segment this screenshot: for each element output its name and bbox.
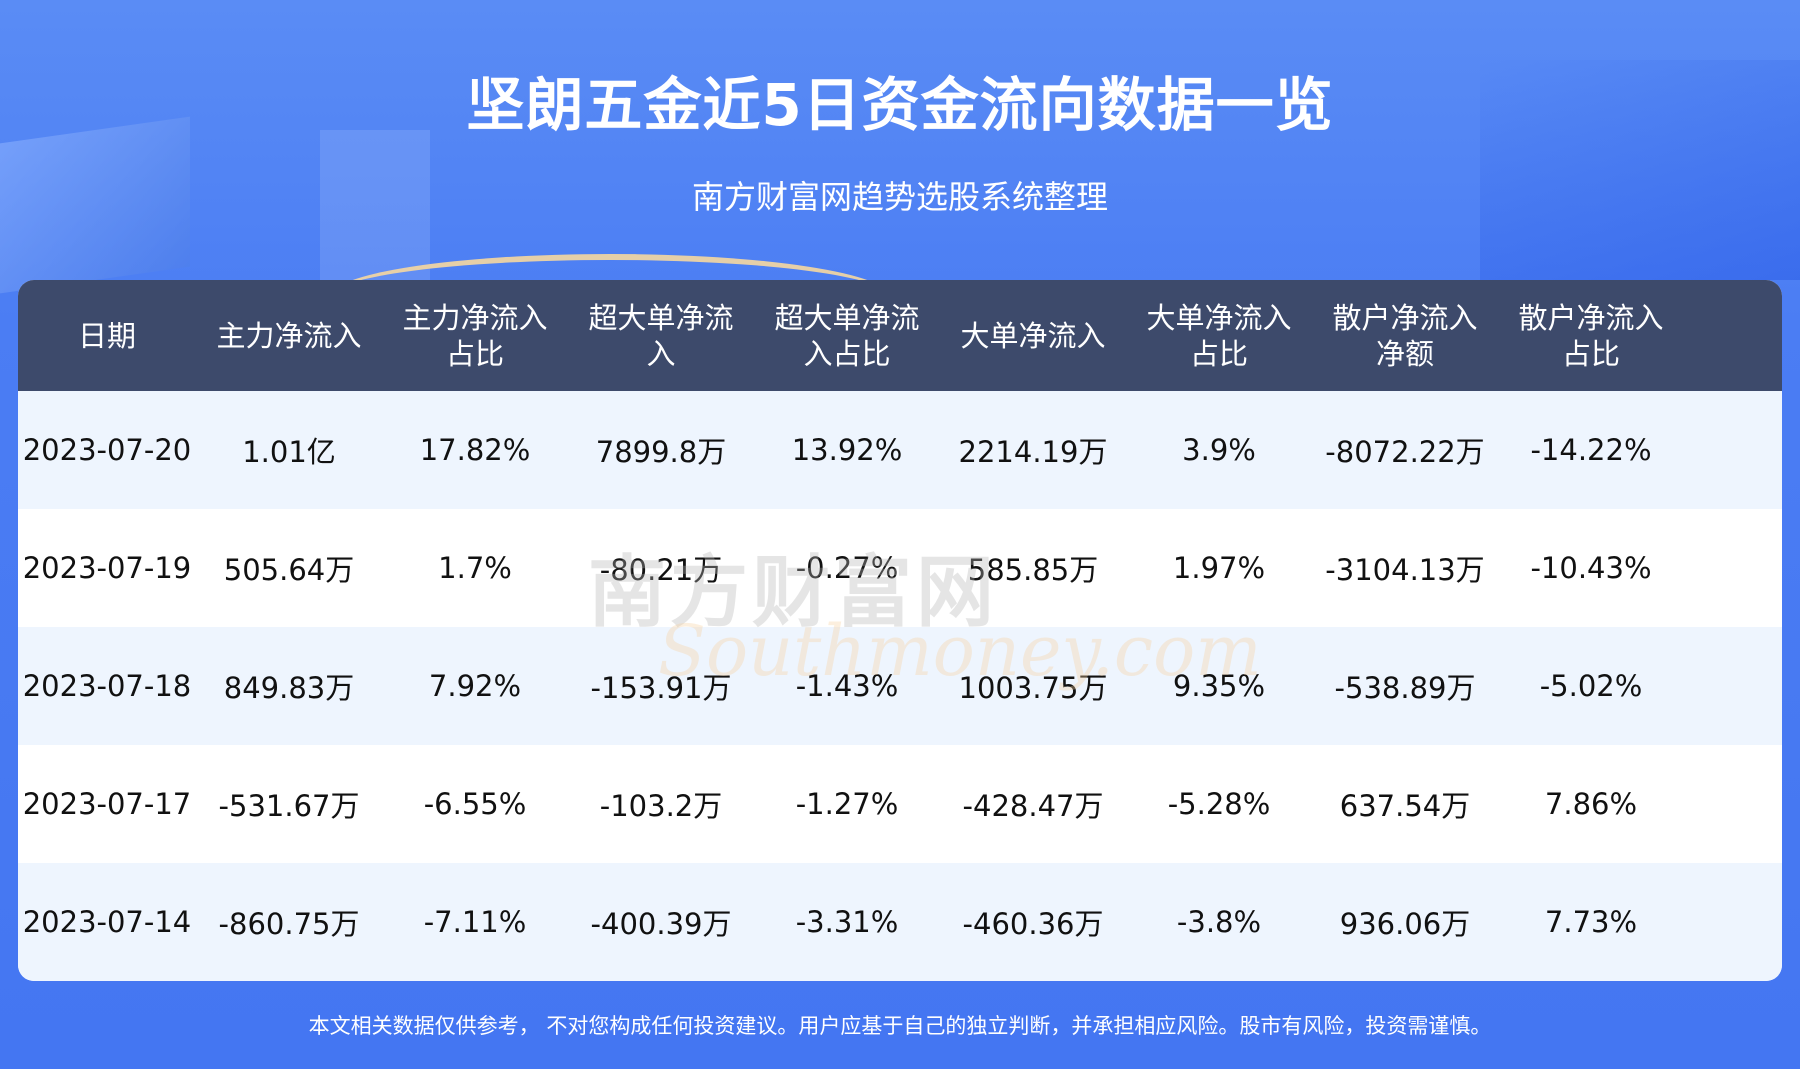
table-row: 2023-07-19 505.64万 1.7% -80.21万 -0.27% 585.85… [18, 509, 1782, 627]
table-cell: 2023-07-17 [22, 787, 192, 821]
column-header: 主力净流入占比 [402, 300, 548, 371]
fund-flow-table: 日期 主力净流入 主力净流入占比 超大单净流入 超大单净流入占比 大单净流入 大… [18, 280, 1782, 981]
table-cell: 936.06万 [1339, 907, 1471, 941]
table-cell: -460.36万 [962, 907, 1104, 941]
table-cell: 585.85万 [967, 553, 1099, 587]
table-cell: -14.22% [1530, 433, 1652, 467]
table-cell: -0.27% [795, 551, 899, 585]
table-cell: -3.31% [795, 905, 899, 939]
table-cell: 9.35% [1172, 669, 1266, 703]
table-cell: -80.21万 [599, 553, 723, 587]
table-cell: -5.02% [1539, 669, 1643, 703]
background-arc [330, 254, 890, 340]
column-header: 散户净流入占比 [1518, 300, 1664, 371]
table-cell: -6.55% [423, 787, 527, 821]
table-row: 2023-07-14 -860.75万 -7.11% -400.39万 -3.31% -4… [18, 863, 1782, 981]
table-cell: -3104.13万 [1325, 553, 1485, 587]
column-header: 超大单净流入占比 [774, 300, 920, 371]
table-cell: 2023-07-20 [22, 433, 192, 467]
column-header: 超大单净流入 [588, 300, 734, 371]
table-cell: 13.92% [791, 433, 903, 467]
background-decoration [320, 130, 430, 280]
table-cell: -10.43% [1530, 551, 1652, 585]
table-header: 日期 主力净流入 主力净流入占比 超大单净流入 超大单净流入占比 大单净流入 大… [18, 280, 1782, 391]
table-row: 2023-07-18 849.83万 7.92% -153.91万 -1.43% 1003… [18, 627, 1782, 745]
column-header: 日期 [77, 318, 136, 353]
column-header: 大单净流入占比 [1146, 300, 1292, 371]
table-cell: 2023-07-18 [22, 669, 192, 703]
table-cell: -428.47万 [962, 789, 1104, 823]
table-cell: 1.7% [438, 551, 512, 585]
table-cell: 505.64万 [223, 553, 355, 587]
table-cell: 7.86% [1544, 787, 1638, 821]
table-body: 2023-07-20 1.01亿 17.82% 7899.8万 13.92% 2214.1… [18, 391, 1782, 981]
table-cell: 637.54万 [1339, 789, 1471, 823]
table-cell: 2214.19万 [958, 435, 1108, 469]
table-cell: 2023-07-14 [22, 905, 192, 939]
page-title: 坚朗五金近5日资金流向数据一览 [466, 71, 1334, 139]
column-header: 散户净流入净额 [1332, 300, 1478, 371]
background-decoration [1480, 60, 1800, 280]
table-cell: -860.75万 [218, 907, 360, 941]
table-cell: 849.83万 [223, 671, 355, 705]
table-cell: -1.43% [795, 669, 899, 703]
table-cell: -400.39万 [590, 907, 732, 941]
column-header: 主力净流入 [216, 318, 362, 353]
table-cell: 1003.75万 [958, 671, 1108, 705]
table-cell: -3.8% [1176, 905, 1262, 939]
table-cell: -103.2万 [599, 789, 723, 823]
table-cell: -538.89万 [1334, 671, 1476, 705]
table-cell: 3.9% [1182, 433, 1256, 467]
table-cell: -8072.22万 [1325, 435, 1485, 469]
table-cell: -1.27% [795, 787, 899, 821]
table-cell: 2023-07-19 [22, 551, 192, 585]
page-subtitle: 南方财富网趋势选股系统整理 [691, 178, 1108, 216]
table-cell: 17.82% [419, 433, 531, 467]
table-cell: 1.01亿 [242, 435, 336, 469]
table-cell: 7.73% [1544, 905, 1638, 939]
table-cell: -153.91万 [590, 671, 732, 705]
table-row: 2023-07-17 -531.67万 -6.55% -103.2万 -1.27% -42… [18, 745, 1782, 863]
table-cell: 1.97% [1172, 551, 1266, 585]
table-cell: 7.92% [428, 669, 522, 703]
table-cell: 7899.8万 [595, 435, 727, 469]
table-cell: -5.28% [1167, 787, 1271, 821]
disclaimer: 本文相关数据仅供参考， 不对您构成任何投资建议。用户应基于自己的独立判断，并承担… [308, 1014, 1492, 1038]
table-cell: -7.11% [423, 905, 527, 939]
table-row: 2023-07-20 1.01亿 17.82% 7899.8万 13.92% 2214.1… [18, 391, 1782, 509]
column-header: 大单净流入 [960, 318, 1106, 353]
table-cell: -531.67万 [218, 789, 360, 823]
